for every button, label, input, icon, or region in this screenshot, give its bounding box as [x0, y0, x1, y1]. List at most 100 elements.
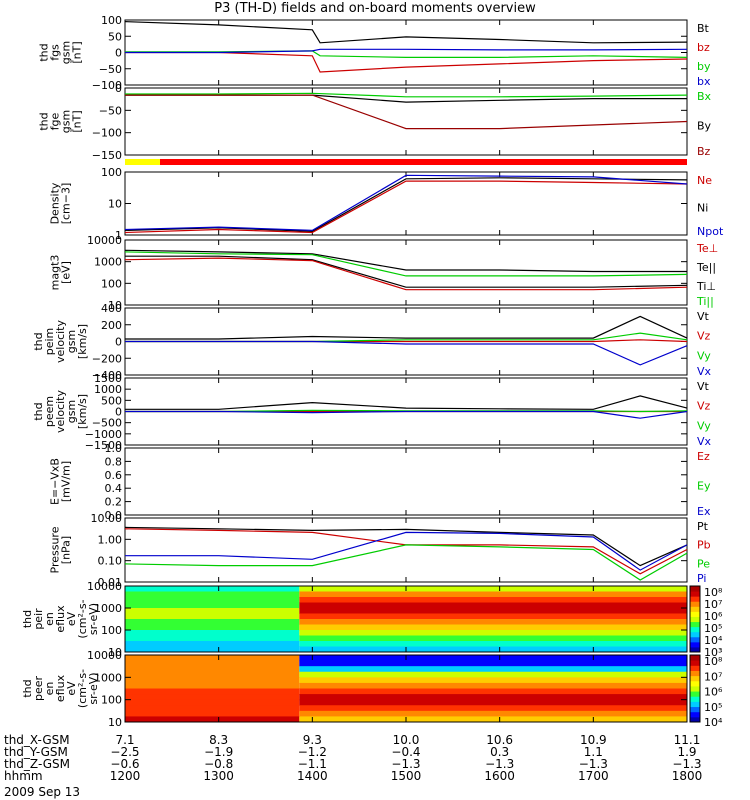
legend-entry: Vx: [697, 365, 712, 378]
legend-entry: Pi: [697, 572, 706, 585]
heatmap-band: [299, 682, 687, 689]
y-tick-label: 0.6: [105, 469, 123, 482]
colorbar-label: 10⁵: [704, 701, 722, 714]
y-tick-label: 1000: [94, 671, 122, 684]
heatmap-band: [125, 624, 300, 631]
ephemeris-value: 1400: [297, 769, 328, 783]
colorbar-segment: [690, 616, 700, 623]
series-line: [125, 340, 688, 366]
legend-entry: Vz: [697, 330, 711, 343]
ephemeris-value: 7.1: [115, 733, 135, 747]
y-tick-label: 100: [101, 14, 122, 27]
heatmap-band: [125, 694, 300, 701]
panel-frame: [124, 447, 688, 516]
series-line: [124, 180, 688, 234]
colorbar-label: 10⁷: [704, 670, 722, 683]
series-line: [125, 92, 688, 98]
y-tick-label: −1000: [85, 428, 122, 441]
heatmap-band: [299, 646, 687, 653]
colorbar-label: 10³: [704, 646, 722, 659]
y-axis-label-line: eflux: [54, 674, 67, 702]
ephemeris-value: 0.3: [490, 745, 510, 759]
y-tick-label: 0.10: [98, 555, 123, 568]
colorbar-frame: [689, 654, 701, 723]
y-axis-label-line: peim: [43, 328, 56, 356]
y-axis-label-line: gsm: [65, 400, 78, 423]
colorbar-segment: [690, 591, 700, 597]
y-axis-label: Density[cm−3]: [49, 182, 73, 224]
y-tick-label: 0.0: [105, 509, 123, 522]
y-axis-label-line: [nT]: [71, 110, 84, 132]
colorbar-label: 10⁴: [704, 634, 723, 647]
y-axis-label-line: peer: [32, 676, 45, 702]
series-line: [124, 177, 688, 233]
colorbar-label: 10⁸: [704, 655, 723, 668]
colorbar-segment: [690, 685, 700, 692]
heatmap-band: [299, 688, 687, 695]
series-line: [124, 544, 688, 581]
colorbar-segment: [690, 621, 700, 628]
y-tick-label: 500: [101, 394, 122, 407]
legend-entry: Ne: [697, 174, 712, 187]
colorbar-segment: [690, 716, 700, 723]
heatmap-band: [299, 660, 687, 667]
y-axis-label-line: Density: [49, 182, 62, 224]
colorbar-segment: [690, 701, 700, 708]
ephemeris-row: thd_Y-GSM −2.5 −1.9 −1.2 −0.4 0.3 1.1 1.9: [4, 745, 744, 759]
colorbar-segment: [690, 691, 700, 697]
heatmap-band: [125, 608, 300, 614]
heatmap-band: [299, 716, 687, 723]
y-axis-label: thdfgegsm[nT]: [38, 110, 84, 133]
heatmap-band: [125, 602, 300, 609]
y-tick-label: −150: [92, 149, 122, 162]
ephemeris-value: −1.3: [578, 757, 608, 771]
heatmap-band: [125, 619, 300, 625]
legend-entry: Bz: [697, 145, 711, 158]
y-axis-label-line: thd: [21, 610, 34, 628]
ephemeris-value: 1700: [578, 769, 609, 783]
y-tick-label: 0: [115, 406, 122, 419]
y-tick-label: 1000: [94, 602, 122, 615]
y-tick-label: 1: [115, 229, 122, 242]
y-axis-label: E=−VxB[mV/m]: [49, 458, 73, 505]
y-axis-label-line: [nPa]: [60, 536, 73, 564]
colorbar-segment: [690, 711, 700, 718]
y-tick-label: 100: [101, 277, 122, 290]
legend-entry: Vy: [697, 419, 711, 432]
y-axis-label-line: fge: [49, 112, 62, 130]
series-line: [124, 257, 688, 291]
y-tick-label: 1500: [94, 372, 122, 385]
colorbar-segment: [690, 596, 700, 602]
y-tick-label: 200: [101, 319, 122, 332]
ephemeris-value: 10.6: [486, 733, 514, 747]
legend-entry: Vt: [697, 380, 710, 393]
series-line: [124, 526, 688, 567]
series-line: [124, 21, 688, 44]
y-axis-label-line: gsm: [65, 330, 78, 353]
heatmap-band: [299, 699, 687, 706]
heatmap-band: [299, 613, 687, 620]
y-axis-label-line: thd: [21, 679, 34, 697]
y-axis-label-line: thd: [38, 43, 51, 61]
y-tick-label: 100: [101, 624, 122, 637]
ephemeris-value: 10.9: [579, 733, 607, 747]
series-line: [124, 251, 688, 277]
legend-entry: Vx: [697, 435, 712, 448]
panel-frame: [124, 239, 688, 306]
y-tick-label: 0: [115, 47, 122, 60]
legend-entry: Vt: [697, 310, 710, 323]
ephemeris-value: 11.1: [673, 733, 701, 747]
y-tick-label: 10000: [87, 234, 122, 247]
colorbar-segment: [690, 586, 700, 592]
y-axis-label-line: velocity: [54, 320, 67, 363]
legend-entry: Npot: [697, 225, 724, 238]
colorbar-label: 10⁶: [704, 610, 723, 623]
y-axis-label-line: thd: [32, 402, 45, 420]
ephemeris-value: 1.9: [677, 745, 697, 759]
ephemeris-value: 1600: [484, 769, 515, 783]
legend-entry: By: [697, 120, 712, 133]
series-line: [125, 315, 688, 340]
heatmap-band: [125, 591, 300, 598]
ephemeris-row: thd_X-GSM 7.1 8.3 9.3 10.0 10.6 10.9 11.1: [4, 733, 744, 747]
